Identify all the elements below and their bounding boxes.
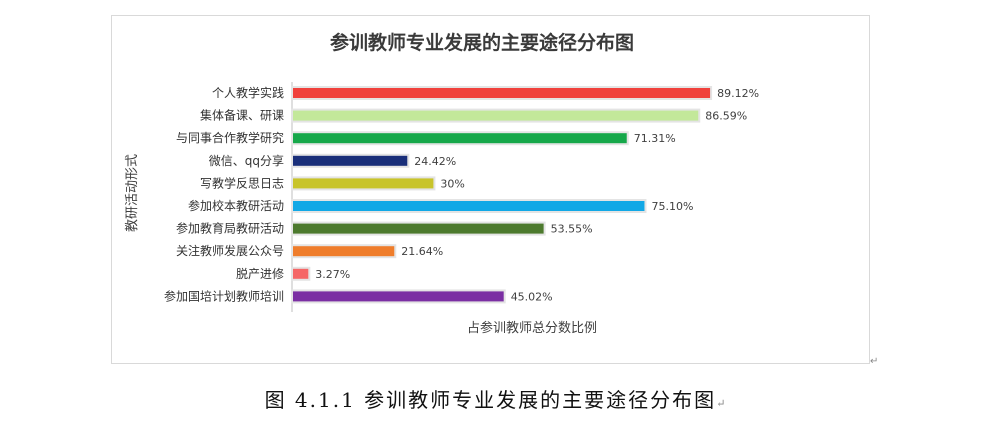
bar	[293, 246, 395, 257]
bar	[293, 133, 627, 144]
figure-caption-text: 图 4.1.1 参训教师专业发展的主要途径分布图	[264, 388, 717, 412]
category-label: 参加校本教研活动	[188, 198, 284, 213]
category-label: 脱产进修	[236, 266, 284, 281]
bar	[293, 223, 544, 234]
chart-title: 参训教师专业发展的主要途径分布图	[330, 31, 634, 54]
bar	[293, 268, 309, 279]
data-label: 30%	[440, 177, 464, 190]
bars-group: 个人教学实践 89.12% 集体备课、研课 86.59% 与同事合作教学研究 71.31%…	[164, 85, 759, 304]
category-label: 与同事合作教学研究	[176, 130, 284, 145]
chart-svg: 参训教师专业发展的主要途径分布图 个人教学实践 89.12% 集体备课、研课 86.5…	[124, 31, 759, 336]
bar	[293, 291, 504, 302]
data-label: 3.27%	[315, 268, 350, 281]
data-label: 89.12%	[717, 87, 759, 100]
chart-frame: 参训教师专业发展的主要途径分布图 个人教学实践 89.12% 集体备课、研课 86.5…	[111, 15, 878, 367]
bar	[293, 155, 408, 166]
data-label: 53.55%	[551, 223, 593, 236]
category-label: 写教学反思日志	[200, 175, 284, 190]
category-label: 微信、qq分享	[209, 153, 284, 168]
data-label: 21.64%	[401, 245, 443, 258]
category-label: 参加教育局教研活动	[176, 221, 284, 236]
bar	[293, 110, 699, 121]
data-label: 45.02%	[511, 290, 553, 303]
x-axis-title: 占参训教师总分数比例	[467, 320, 597, 336]
bar	[293, 178, 434, 189]
frame-return-mark: ↵	[870, 356, 879, 367]
category-label: 关注教师发展公众号	[176, 243, 284, 258]
y-axis-title: 教研活动形式	[124, 154, 140, 232]
data-label: 71.31%	[634, 132, 676, 145]
caption-return-mark: ↵	[716, 397, 728, 410]
category-label: 集体备课、研课	[200, 108, 284, 123]
bar	[293, 201, 645, 211]
figure-caption: 图 4.1.1 参训教师专业发展的主要途径分布图↵	[0, 384, 992, 414]
data-label: 75.10%	[651, 200, 693, 213]
category-label: 参加国培计划教师培训	[164, 288, 284, 303]
bar	[293, 88, 711, 98]
data-label: 86.59%	[705, 110, 747, 123]
data-label: 24.42%	[414, 155, 456, 168]
category-label: 个人教学实践	[212, 85, 284, 100]
